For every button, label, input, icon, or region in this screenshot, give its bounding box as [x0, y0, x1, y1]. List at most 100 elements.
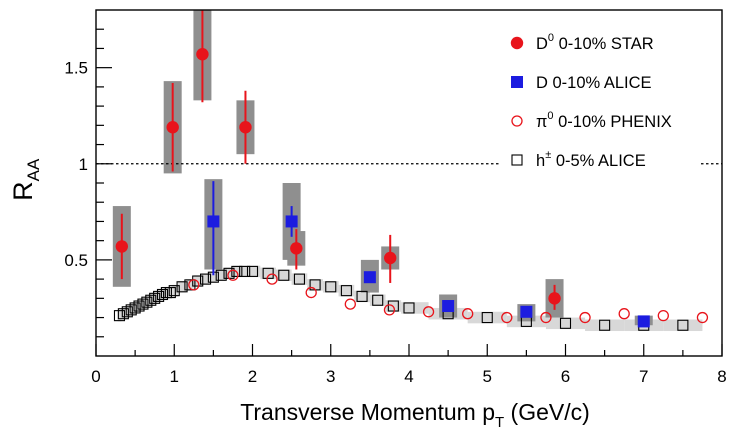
hadron-sys-band-segment [117, 309, 122, 322]
x-tick-label: 2 [248, 367, 257, 386]
hadron-sys-band-segment [354, 290, 370, 303]
alice-h-marker [340, 285, 352, 297]
alice-h-marker [372, 294, 384, 306]
star-marker [115, 240, 129, 253]
alice-h-marker [387, 300, 399, 312]
star-marker [166, 121, 179, 134]
phenix-marker [305, 286, 317, 299]
hadron-sys-band-segment [291, 273, 308, 285]
alice-d-marker [520, 305, 533, 318]
alice-d-marker [637, 315, 650, 328]
hadron-sys-band-segment [129, 304, 134, 316]
alice-h-marker [559, 317, 572, 329]
x-tick-label: 6 [561, 367, 570, 386]
hadron-sys-band-segment [545, 317, 586, 330]
alice-h-marker [262, 267, 274, 279]
alice-h-marker [403, 302, 415, 314]
y-axis-label-sub: AA [24, 158, 43, 181]
phenix-marker [540, 311, 552, 324]
phenix-marker [579, 311, 591, 324]
alice-d-marker [363, 271, 376, 284]
x-axis-label-sub: T [495, 414, 504, 431]
phenix-marker [188, 279, 200, 291]
alice-h-marker [117, 308, 129, 320]
hadron-sys-band-segment [225, 267, 233, 280]
hadron-sys-band-segment [156, 290, 161, 303]
alice-h-marker [239, 265, 251, 277]
alice-h-marker [184, 279, 196, 291]
alice-d-marker [285, 215, 298, 228]
x-axis-label-unit: (GeV/c) [504, 399, 590, 425]
hadron-sys-band-segment [322, 281, 339, 293]
legend-label-main: π [536, 113, 547, 131]
legend-label-alice_h: h± 0-5% ALICE [536, 149, 646, 170]
hadron-sys-band-segment [260, 267, 276, 280]
legend-label-rest: 0-10% PHENIX [554, 113, 672, 131]
alice-h-marker [133, 300, 145, 312]
alice-h-marker [149, 292, 161, 304]
alice-h-marker [153, 290, 165, 302]
x-tick-label: 4 [404, 367, 413, 386]
alice-h-marker [168, 285, 180, 297]
star-marker [290, 242, 303, 255]
alice-h-marker [278, 269, 290, 281]
alice-h-marker [156, 288, 169, 301]
hadron-sys-band-segment [401, 302, 429, 314]
alice-h-marker [356, 290, 368, 302]
hadron-sys-band-segment [148, 294, 153, 307]
hadron-sys-band-segment [168, 286, 173, 299]
phenix-marker [422, 306, 435, 318]
x-tick-label: 1 [170, 367, 179, 386]
hadron-band-layer [117, 265, 703, 332]
phenix-marker [657, 309, 669, 322]
alice-d-marker [207, 215, 220, 228]
x-tick-label: 0 [91, 367, 100, 386]
legend-label-main: h [536, 152, 545, 170]
phenix-marker [266, 273, 278, 285]
alice-h-marker [215, 269, 227, 281]
y-tick-label: 1.5 [64, 59, 88, 78]
hadron-sys-band-segment [209, 271, 218, 283]
phenix-marker [618, 308, 630, 320]
hadron-sys-band-segment [185, 279, 194, 291]
alice-h-marker [192, 275, 204, 287]
alice-h-marker [481, 312, 493, 324]
legend-label-sup: 0 [548, 32, 554, 44]
phenix-marker [501, 311, 513, 324]
alice-h-marker [164, 287, 176, 299]
alice-h-marker [141, 296, 153, 308]
legend-marker-star [510, 36, 524, 50]
hadron-sys-band-segment [248, 265, 261, 278]
hadron-sys-band-segment [338, 284, 355, 297]
legend-label-sup: 0 [547, 110, 553, 122]
alice-h-marker [293, 273, 306, 285]
alice-h-marker [176, 281, 188, 293]
star-marker [239, 121, 252, 134]
x-tick-label: 8 [717, 367, 726, 386]
x-axis-label: Transverse Momentum pT (GeV/c) [240, 399, 590, 431]
hadron-sys-band-segment [144, 296, 149, 308]
hadron-sys-band-segment [178, 281, 186, 293]
axes-layer: 0 1 2 3 4 5 6 7 8 0.5 1 1.5 [64, 28, 727, 386]
legend-background [500, 24, 700, 184]
alice-h-marker [137, 298, 149, 310]
phenix-marker [462, 308, 474, 320]
alice-h-marker [125, 304, 137, 316]
legend-label-sup: ± [545, 149, 551, 161]
y-tick-label: 1 [79, 155, 88, 174]
alice-d-marker [442, 300, 455, 313]
y-axis-label-main: R [8, 181, 38, 201]
alice-h-marker [129, 302, 141, 314]
hadron-sys-band-segment [160, 288, 165, 301]
x-axis-label-main: Transverse Momentum p [240, 399, 495, 425]
alice-h-marker [599, 319, 611, 331]
legend-marker-alice-d [511, 76, 523, 88]
phenix-marker [227, 269, 239, 281]
hadron-sys-band-segment [585, 319, 625, 332]
x-tick-label: 7 [639, 367, 648, 386]
star-marker [384, 251, 397, 265]
y-tick-label: 0.5 [64, 251, 88, 270]
x-tick-label: 5 [483, 367, 492, 386]
